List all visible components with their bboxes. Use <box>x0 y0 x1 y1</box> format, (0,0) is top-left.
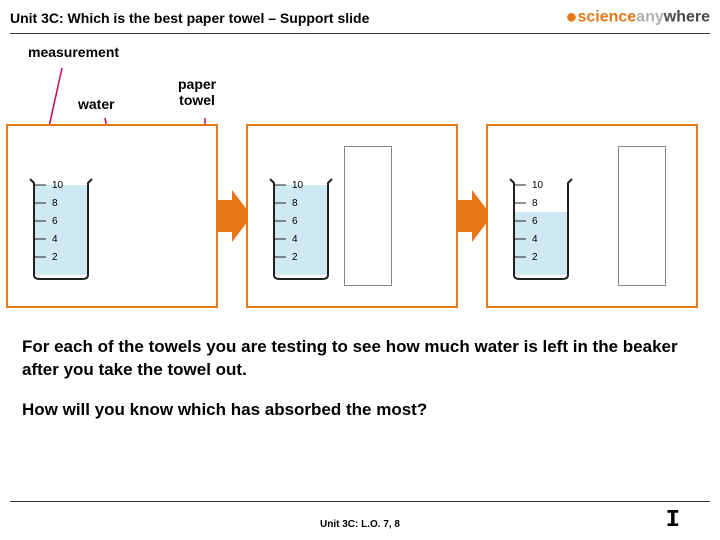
svg-text:10: 10 <box>292 180 304 191</box>
corner-indicator: I <box>666 507 680 534</box>
arrow-icon <box>458 186 486 246</box>
divider-bottom <box>10 501 710 502</box>
svg-text:2: 2 <box>292 252 298 263</box>
svg-text:6: 6 <box>52 216 58 227</box>
svg-text:6: 6 <box>532 216 538 227</box>
experiment-panel: 2 4 6 8 10 <box>486 124 698 308</box>
svg-text:10: 10 <box>52 180 64 191</box>
svg-text:8: 8 <box>532 198 538 209</box>
paper-towel <box>618 146 666 286</box>
question-text: How will you know which has absorbed the… <box>0 382 720 420</box>
svg-text:4: 4 <box>532 234 538 245</box>
beaker: 2 4 6 8 10 <box>26 171 96 286</box>
label-measurement: measurement <box>28 44 119 60</box>
svg-text:2: 2 <box>52 252 58 263</box>
body-paragraph: For each of the towels you are testing t… <box>0 308 720 382</box>
beaker: 2 4 6 8 10 <box>266 171 336 286</box>
svg-text:6: 6 <box>292 216 298 227</box>
svg-text:8: 8 <box>52 198 58 209</box>
label-water: water <box>78 96 115 112</box>
svg-text:4: 4 <box>292 234 298 245</box>
experiment-panel: 2 4 6 8 10 <box>6 124 218 308</box>
page-title: Unit 3C: Which is the best paper towel –… <box>10 10 369 26</box>
svg-text:4: 4 <box>52 234 58 245</box>
footer-text: Unit 3C: L.O. 7, 8 <box>0 519 720 530</box>
paper-towel <box>344 146 392 286</box>
arrow-icon <box>218 186 246 246</box>
label-paper-towel: paper towel <box>178 76 216 108</box>
experiment-panel: 2 4 6 8 10 <box>246 124 458 308</box>
logo: ●scienceanywhere <box>565 6 710 29</box>
svg-text:2: 2 <box>532 252 538 263</box>
beaker: 2 4 6 8 10 <box>506 171 576 286</box>
svg-text:10: 10 <box>532 180 544 191</box>
svg-text:8: 8 <box>292 198 298 209</box>
panel-row: 2 4 6 8 10 2 4 6 8 10 2 4 6 8 10 <box>0 124 720 308</box>
